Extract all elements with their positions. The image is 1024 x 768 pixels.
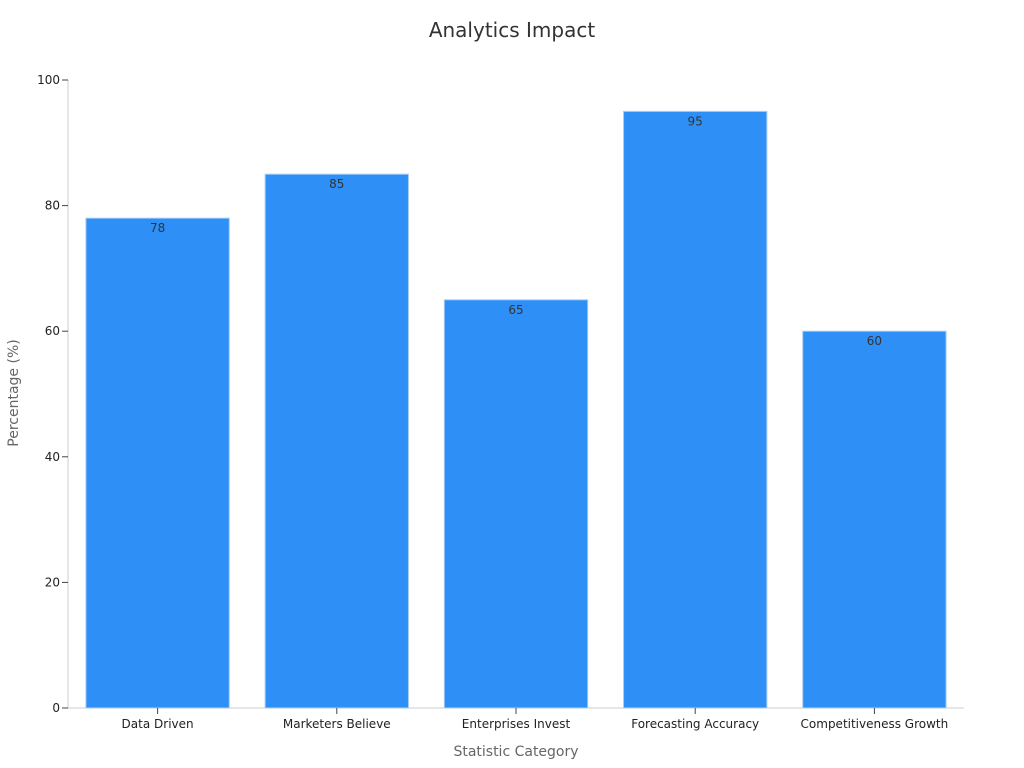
bar-value-label: 78 bbox=[150, 221, 165, 235]
y-tick-label: 100 bbox=[37, 73, 60, 87]
bar bbox=[623, 110, 768, 709]
x-tick-label: Competitiveness Growth bbox=[801, 717, 949, 731]
bar bbox=[85, 217, 230, 709]
bar-value-label: 95 bbox=[688, 114, 703, 128]
x-tick-label: Marketers Believe bbox=[283, 717, 391, 731]
bar-value-label: 85 bbox=[329, 177, 344, 191]
bar bbox=[443, 299, 589, 709]
y-axis-title: Percentage (%) bbox=[6, 339, 22, 446]
y-tick-label: 40 bbox=[45, 450, 60, 464]
y-tick-label: 20 bbox=[45, 575, 60, 589]
x-tick-label: Forecasting Accuracy bbox=[631, 717, 759, 731]
y-tick-label: 60 bbox=[45, 324, 60, 338]
plot-area: 0 20 40 60 80 100 78 Data Driven 85 Marketers Bel… bbox=[37, 73, 964, 731]
y-tick-label: 0 bbox=[52, 701, 60, 715]
bar-value-label: 65 bbox=[508, 303, 523, 317]
x-tick-label: Enterprises Invest bbox=[462, 717, 571, 731]
bar bbox=[802, 330, 947, 709]
bar-value-label: 60 bbox=[867, 334, 882, 348]
bar bbox=[264, 173, 409, 709]
y-tick-label: 80 bbox=[45, 199, 60, 213]
x-tick-label: Data Driven bbox=[122, 717, 194, 731]
chart-title: Analytics Impact bbox=[428, 18, 596, 42]
x-axis-title: Statistic Category bbox=[453, 744, 578, 760]
